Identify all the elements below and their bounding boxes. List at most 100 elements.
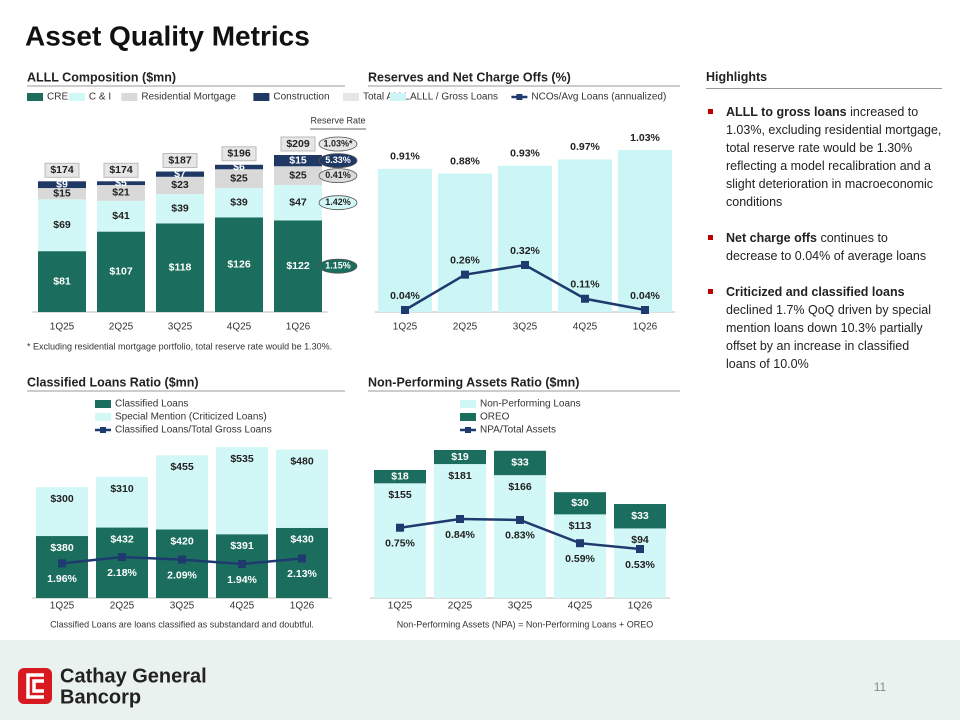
line-marker — [118, 553, 126, 561]
value-label: $23 — [171, 179, 189, 191]
chart: Classified Loans Ratio ($mn) Classified L… — [27, 375, 345, 629]
highlights: Highlights ALLL to gross loans increased… — [706, 70, 942, 391]
highlight-item: Net charge offs continues to decrease to… — [706, 229, 942, 265]
bar-segment — [156, 176, 204, 195]
value-label: $39 — [230, 196, 248, 208]
highlight-lead: ALLL to gross loans — [726, 105, 847, 119]
bar-segment — [97, 185, 145, 201]
annotation-label: 0.41% — [325, 170, 351, 180]
bar-segment — [156, 171, 204, 177]
line-marker — [396, 523, 404, 532]
line-marker — [516, 515, 524, 524]
line-value-label: 2.13% — [287, 568, 317, 580]
legend-label: Classified Loans — [115, 399, 188, 410]
legend-swatch — [95, 413, 111, 421]
bar-segment — [38, 251, 86, 312]
total-label-box — [44, 162, 80, 178]
bar-segment — [215, 164, 263, 170]
legend-label: Residential Mortgage — [141, 92, 236, 103]
bar-segment — [434, 450, 486, 465]
legend-label: Special Mention (Criticized Loans) — [115, 412, 267, 423]
total-label-box — [221, 146, 257, 162]
bar-segment — [156, 455, 208, 530]
line-value-label: 1.96% — [47, 573, 77, 585]
line-value-label: 0.32% — [510, 245, 540, 257]
value-label: $430 — [290, 534, 314, 546]
footnote: Non-Performing Assets (NPA) = Non-Perfor… — [397, 619, 653, 629]
value-label: $33 — [631, 510, 649, 522]
value-label: $47 — [289, 196, 307, 208]
bar-segment — [494, 450, 546, 476]
legend-label: NPA/Total Assets — [480, 425, 556, 436]
legend-label: Classified Loans/Total Gross Loans — [115, 425, 272, 436]
legend-swatch — [100, 427, 106, 433]
bar-segment — [215, 188, 263, 218]
total-label: $174 — [109, 164, 133, 176]
value-label: $30 — [571, 497, 589, 509]
legend-label: Total ALLL — [363, 92, 410, 103]
bar-segment — [96, 477, 148, 528]
bar-segment — [378, 168, 432, 312]
line-value-label: 1.94% — [227, 574, 257, 586]
x-tick-label: 1Q26 — [628, 601, 653, 612]
bar-segment — [558, 159, 612, 312]
value-label: $181 — [448, 470, 472, 482]
bar-segment — [554, 514, 606, 598]
x-tick-label: 3Q25 — [508, 601, 533, 612]
footnote: * Excluding residential mortgage portfol… — [27, 341, 332, 351]
x-tick-label: 4Q25 — [230, 601, 255, 612]
legend-swatch — [460, 400, 476, 408]
bar-segment — [216, 447, 268, 535]
value-label: $166 — [508, 481, 532, 493]
legend-swatch — [95, 400, 111, 408]
annotation-oval — [318, 195, 358, 211]
page-number: 11 — [874, 680, 887, 694]
total-label: $196 — [227, 148, 251, 160]
legend-swatch — [253, 93, 270, 101]
value-label: $5 — [115, 177, 127, 189]
value-label: $94 — [631, 534, 649, 546]
page-title: Asset Quality Metrics — [25, 20, 310, 51]
logo-icon — [18, 668, 52, 704]
x-tick-label: 3Q25 — [168, 322, 193, 333]
chart: ALLL Composition ($mn) CRE C & I Residentia… — [27, 70, 410, 351]
bar-segment — [215, 217, 263, 312]
legend-swatch — [465, 427, 471, 433]
value-label: 0.91% — [390, 151, 420, 163]
bar-segment — [38, 181, 86, 189]
annotation-oval — [318, 136, 358, 152]
value-label: 1.03% — [630, 132, 660, 144]
line-marker — [298, 554, 306, 563]
x-tick-label: 3Q25 — [170, 601, 195, 612]
chart: Non-Performing Assets Ratio ($mn) Non-Per… — [368, 375, 680, 629]
value-label: $25 — [289, 169, 307, 181]
bar-segment — [97, 200, 145, 232]
legend-swatch — [68, 93, 85, 101]
x-tick-label: 4Q25 — [568, 601, 593, 612]
footnote: Classified Loans are loans classified as… — [50, 619, 314, 629]
chart: Reserves and Net Charge Offs (%) ALLL / G… — [368, 70, 680, 333]
value-label: $380 — [50, 542, 74, 554]
line-value-label: 0.26% — [450, 254, 480, 266]
bar-segment — [215, 169, 263, 189]
value-label: $15 — [53, 187, 71, 199]
highlight-text: declined 1.7% QoQ driven by special ment… — [726, 303, 931, 371]
x-tick-label: 1Q25 — [50, 322, 75, 333]
annotation-label: 1.03%* — [323, 138, 353, 148]
value-label: $81 — [53, 275, 71, 287]
bar-segment — [97, 181, 145, 186]
line-value-label: 0.83% — [505, 530, 535, 542]
annotation-label: 1.42% — [325, 197, 351, 207]
value-label: $420 — [170, 535, 194, 547]
bar-segment — [434, 464, 486, 598]
x-tick-label: 2Q25 — [110, 601, 135, 612]
bar-segment — [554, 492, 606, 515]
value-label: 0.97% — [570, 141, 600, 153]
legend-label: Non-Performing Loans — [480, 399, 581, 410]
legend-label: Construction — [273, 92, 329, 103]
x-tick-label: 2Q25 — [109, 322, 134, 333]
annotation-oval — [318, 168, 358, 184]
line-marker — [576, 539, 584, 548]
bar-segment — [276, 527, 328, 598]
footer-band — [0, 640, 960, 720]
